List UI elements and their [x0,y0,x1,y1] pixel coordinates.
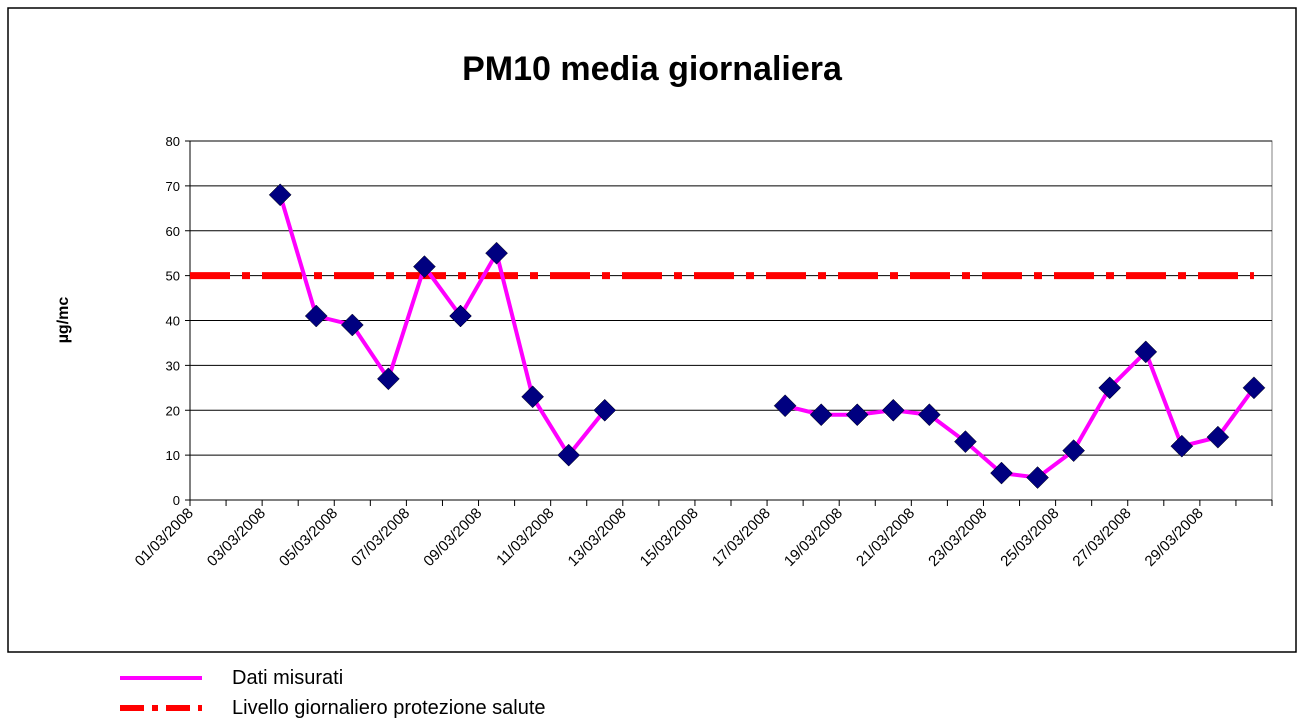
y-tick-label: 0 [173,493,180,508]
data-point [521,385,544,409]
y-tick-label: 10 [166,448,180,463]
y-tick-label: 60 [166,224,180,239]
y-tick-label: 70 [166,179,180,194]
data-point [413,255,436,279]
data-point [954,430,977,454]
data-point [268,183,292,207]
data-point [593,398,617,422]
data-point [377,367,400,391]
data-point [1062,439,1085,462]
data-point [485,241,508,265]
y-axis-label: µg/mc [55,297,72,344]
data-point [557,443,581,467]
data-point [304,304,328,328]
data-point [809,403,833,427]
y-tick-label: 20 [166,403,180,418]
data-point [1026,466,1049,489]
y-tick-label: 80 [166,134,180,149]
data-point [881,398,905,422]
data-point [1170,434,1194,458]
legend-label: Livello giornaliero protezione salute [232,697,546,719]
data-point [340,313,364,337]
data-point [918,403,941,427]
y-tick-label: 40 [166,314,180,329]
chart-title: PM10 media giornaliera [462,50,843,88]
y-tick-label: 30 [166,358,180,373]
data-point [1098,376,1122,400]
data-point [990,461,1013,485]
data-point [449,304,472,328]
y-tick-label: 50 [166,269,180,284]
data-point [1134,340,1158,364]
legend-label: Dati misurati [232,667,343,689]
data-point [1242,376,1266,400]
data-point [845,403,869,427]
data-line [278,194,607,459]
data-point [1206,425,1230,449]
data-point [773,394,797,418]
